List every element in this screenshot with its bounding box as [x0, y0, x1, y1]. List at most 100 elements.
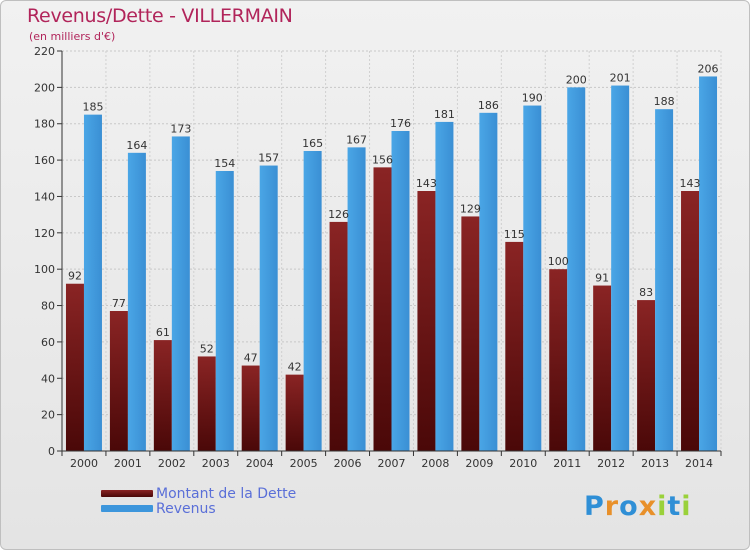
- bar-dette: [505, 241, 524, 451]
- bar-revenus: [611, 85, 630, 451]
- x-tick-label: 2011: [553, 457, 581, 470]
- x-tick-label: 2013: [641, 457, 669, 470]
- y-tick-label: 40: [41, 372, 55, 385]
- data-label-revenus: 167: [346, 133, 367, 146]
- data-label-dette: 100: [548, 255, 569, 268]
- y-tick-label: 80: [41, 300, 55, 313]
- data-label-dette: 77: [112, 297, 126, 310]
- value-labels: 92 185 77 164 61 173 52 154 47 157 42 165 126 167 156 1…: [68, 62, 719, 373]
- data-label-revenus: 181: [434, 108, 455, 121]
- data-label-dette: 156: [372, 153, 393, 166]
- data-label-dette: 52: [200, 342, 214, 355]
- bar-dette: [65, 283, 84, 451]
- x-tick-label: 2010: [509, 457, 537, 470]
- data-label-revenus: 185: [82, 101, 103, 114]
- bar-revenus: [347, 147, 366, 451]
- bar-dette: [681, 191, 700, 451]
- proxiti-logo: Proxiti: [584, 491, 692, 522]
- y-tick-label: 20: [41, 409, 55, 422]
- bar-revenus: [215, 171, 234, 451]
- bar-revenus: [303, 151, 322, 451]
- x-tick-label: 2006: [334, 457, 362, 470]
- chart-subtitle: (en milliers d'€): [29, 30, 116, 43]
- bar-revenus: [171, 136, 190, 452]
- y-tick-label: 0: [48, 445, 55, 458]
- x-tick-label: 2014: [685, 457, 713, 470]
- data-label-revenus: 157: [258, 152, 279, 165]
- data-label-dette: 115: [504, 228, 525, 241]
- legend-swatch-revenus: [101, 505, 153, 512]
- x-tick-label: 2005: [290, 457, 318, 470]
- x-tick-label: 2002: [158, 457, 186, 470]
- bar-revenus: [567, 87, 586, 451]
- bar-dette: [285, 374, 304, 451]
- data-label-revenus: 190: [522, 92, 543, 105]
- bar-dette: [109, 311, 128, 451]
- data-label-revenus: 201: [610, 72, 631, 85]
- logo-letter: i: [681, 491, 692, 522]
- data-label-revenus: 154: [214, 157, 235, 170]
- x-tick-label: 2004: [246, 457, 274, 470]
- bar-dette: [549, 269, 568, 451]
- x-tick-label: 2012: [597, 457, 625, 470]
- data-label-dette: 47: [244, 352, 258, 365]
- bar-dette: [373, 167, 392, 451]
- data-label-revenus: 176: [390, 117, 411, 130]
- data-label-revenus: 173: [170, 122, 191, 135]
- x-tick-label: 2007: [378, 457, 406, 470]
- x-tick-label: 2003: [202, 457, 230, 470]
- bar-revenus: [391, 131, 410, 451]
- y-tick-label: 220: [34, 45, 55, 58]
- bar-revenus: [127, 152, 146, 451]
- bar-revenus: [259, 165, 278, 451]
- data-label-revenus: 186: [478, 99, 499, 112]
- bar-dette: [241, 365, 260, 451]
- data-label-dette: 83: [639, 286, 653, 299]
- legend-label-dette: Montant de la Dette: [156, 486, 297, 502]
- logo-letter: i: [657, 491, 668, 522]
- data-label-dette: 129: [460, 202, 481, 215]
- bar-revenus: [655, 109, 674, 451]
- data-label-revenus: 164: [126, 139, 147, 152]
- bar-revenus: [699, 76, 718, 452]
- x-tick-label: 2000: [70, 457, 98, 470]
- x-tick-label: 2008: [421, 457, 449, 470]
- bar-dette: [153, 340, 172, 451]
- y-tick-label: 160: [34, 154, 55, 167]
- logo-letter: x: [638, 491, 658, 522]
- bar-dette: [329, 221, 348, 451]
- data-label-dette: 92: [68, 270, 82, 283]
- bar-revenus: [479, 112, 498, 452]
- legend-label-revenus: Revenus: [156, 501, 216, 517]
- data-label-revenus: 165: [302, 137, 323, 150]
- bar-revenus: [83, 114, 102, 452]
- x-tick-label: 2009: [465, 457, 493, 470]
- data-label-revenus: 188: [654, 95, 675, 108]
- data-label-revenus: 206: [698, 62, 719, 75]
- logo-letter: t: [667, 491, 682, 522]
- data-label-dette: 143: [680, 177, 701, 190]
- data-label-dette: 91: [595, 272, 609, 285]
- bar-dette: [593, 285, 612, 451]
- logo-letter: o: [619, 491, 639, 522]
- bar-dette: [417, 191, 436, 451]
- y-tick-label: 60: [41, 336, 55, 349]
- bar-dette: [461, 216, 480, 451]
- y-tick-label: 140: [34, 190, 55, 203]
- y-tick-label: 200: [34, 81, 55, 94]
- bars: [65, 76, 718, 452]
- y-tick-label: 100: [34, 263, 55, 276]
- bar-revenus: [435, 121, 454, 451]
- legend-swatch-dette: [101, 490, 153, 497]
- y-tick-label: 180: [34, 118, 55, 131]
- chart-title: Revenus/Dette - VILLERMAIN: [27, 5, 293, 27]
- logo-letter: r: [604, 491, 620, 522]
- bar-dette: [637, 300, 656, 451]
- data-label-dette: 126: [328, 208, 349, 221]
- data-label-dette: 143: [416, 177, 437, 190]
- data-label-dette: 61: [156, 326, 170, 339]
- bar-dette: [197, 356, 216, 451]
- y-tick-label: 120: [34, 227, 55, 240]
